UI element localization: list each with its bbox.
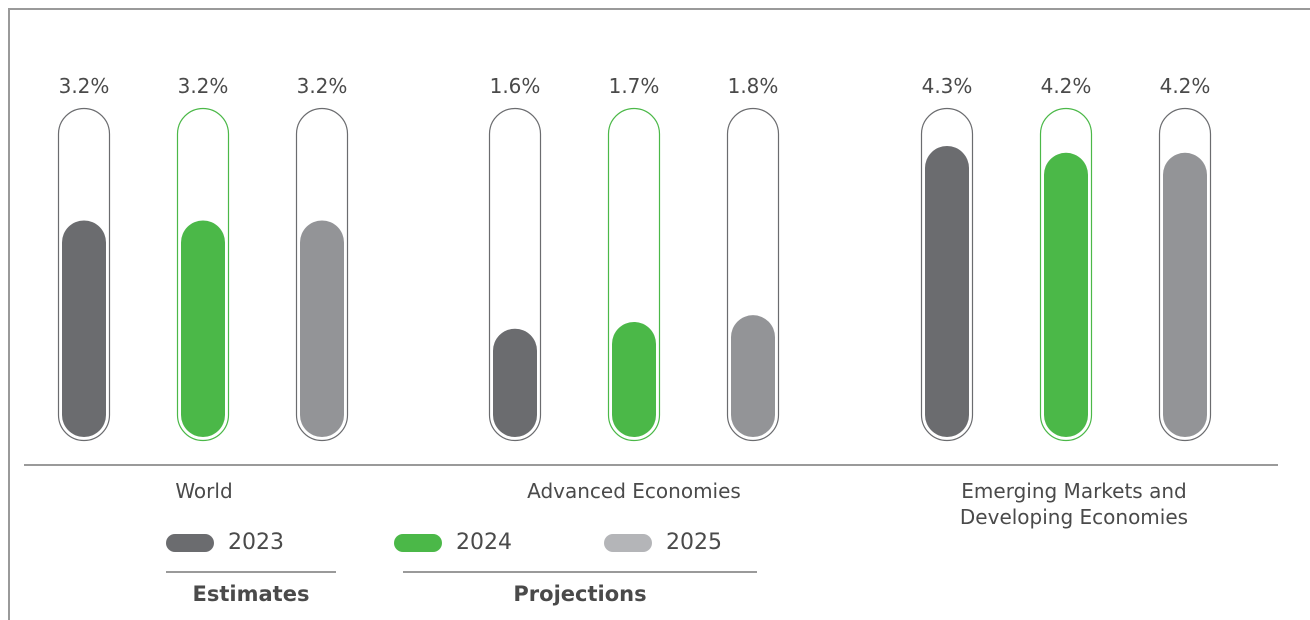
legend-swatch-2024 [394,534,442,552]
category-label-advanced-economies: Advanced Economies [527,479,741,503]
bar-emerging-markets-2024 [1044,152,1088,437]
bar-advanced-economies-2024 [612,321,656,437]
category-label-world: World [175,479,233,503]
projections-underline [403,571,757,573]
category-label-emerging-markets: Emerging Markets and Developing Economie… [959,479,1189,529]
data-label-emerging-markets-2024: 4.2% [1041,74,1092,98]
estimates-underline [166,571,336,573]
legend-item-2023: 2023 [166,528,306,558]
data-label-advanced-economies-2025: 1.8% [728,74,779,98]
data-label-emerging-markets-2025: 4.2% [1160,74,1211,98]
legend-label-2024: 2024 [456,530,512,555]
data-label-emerging-markets-2023: 4.3% [922,74,973,98]
bar-chart: 3.2% 3.2% 3.2% 1.6% 1.7% 1.8% 4.3% 4.2% 4.2% [57,74,1212,442]
frame-left-border [8,8,10,620]
bar-advanced-economies-2023 [493,328,537,437]
legend-label-2025: 2025 [666,530,722,555]
data-label-advanced-economies-2023: 1.6% [490,74,541,98]
projections-label: Projections [513,582,647,606]
bar-emerging-markets-2023 [925,146,969,437]
legend-item-2025: 2025 [604,528,744,558]
data-label-advanced-economies-2024: 1.7% [609,74,660,98]
bar-emerging-markets-2025 [1163,152,1207,437]
legend-label-2023: 2023 [228,530,284,555]
bar-world-2025 [300,220,344,437]
x-axis-line [24,464,1278,466]
legend-item-2024: 2024 [394,528,534,558]
data-label-world-2023: 3.2% [59,74,110,98]
bar-advanced-economies-2025 [731,315,775,437]
legend-swatch-2023 [166,534,214,552]
frame-top-border [8,8,1310,10]
legend-swatch-2025 [604,534,652,552]
bar-world-2023 [62,220,106,437]
bar-world-2024 [181,220,225,437]
data-label-world-2025: 3.2% [297,74,348,98]
estimates-label: Estimates [192,582,310,606]
data-label-world-2024: 3.2% [178,74,229,98]
